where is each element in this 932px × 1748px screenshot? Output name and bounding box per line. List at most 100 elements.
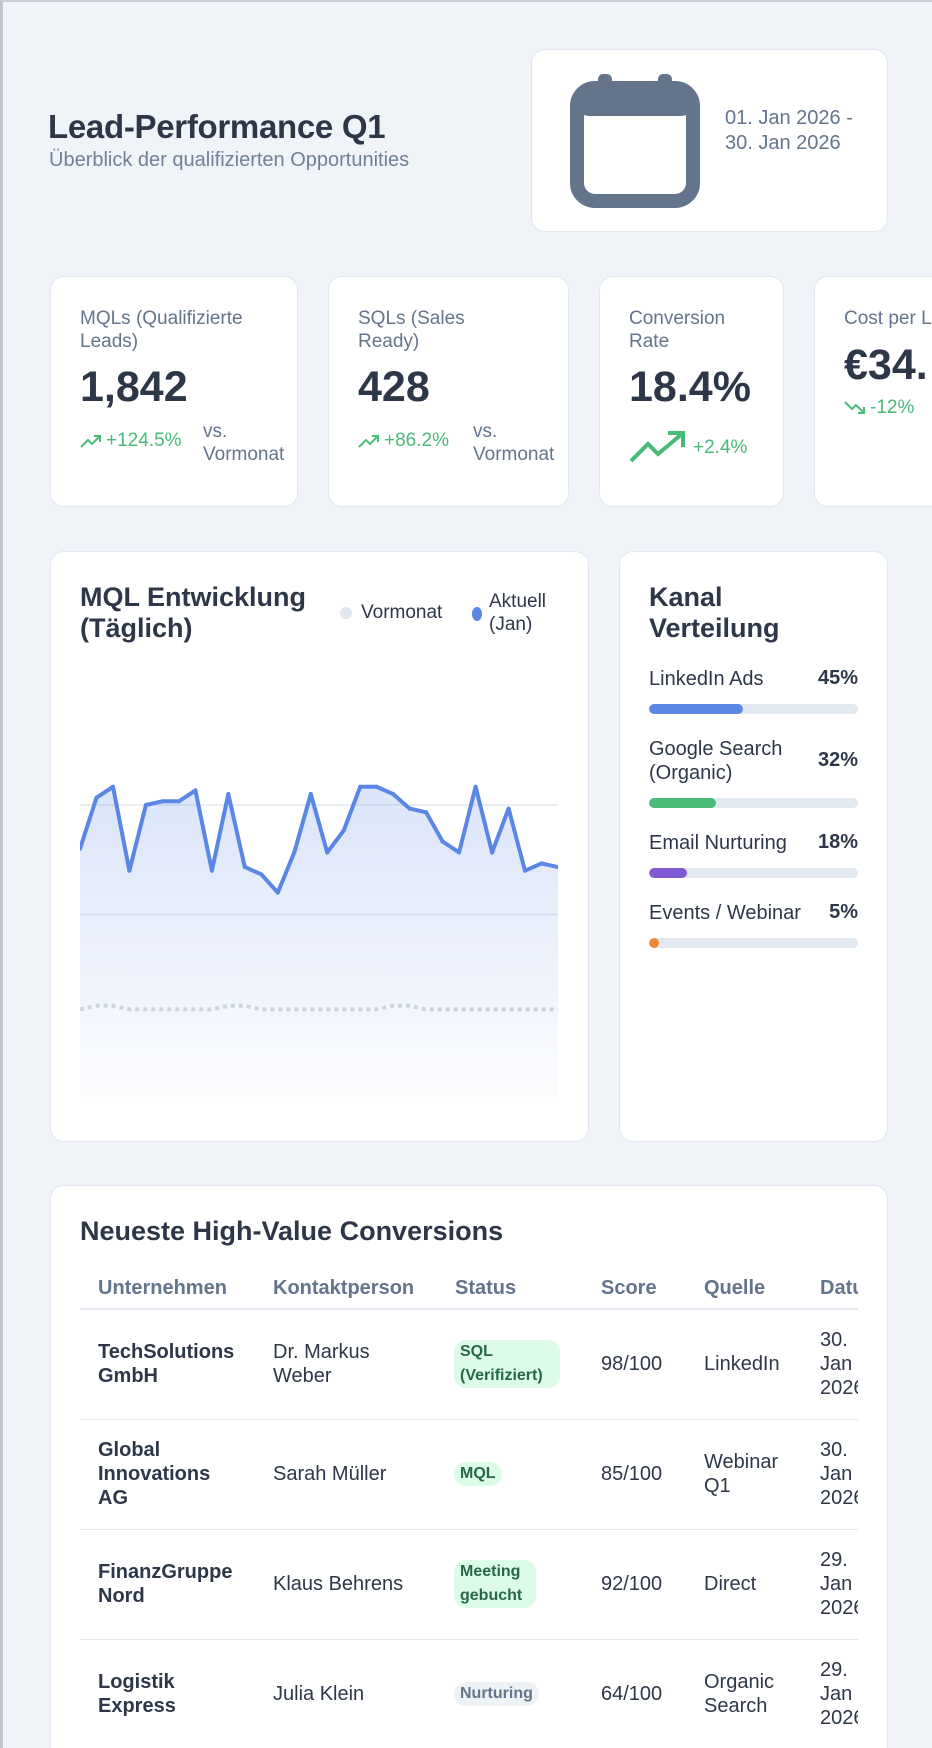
kpi-trend: -12%: [844, 397, 914, 419]
page-title: Lead-Performance Q1: [48, 108, 386, 145]
current-series-line: [80, 784, 558, 895]
trend-up-icon: [80, 435, 101, 448]
kpi-comparison: vs. Vormonat: [473, 421, 555, 465]
chart-point[interactable]: [80, 846, 82, 851]
chart-point[interactable]: [539, 861, 544, 866]
chart-point[interactable]: [556, 865, 558, 870]
chart-point[interactable]: [209, 868, 214, 873]
status-badge: SQL (Verifiziert): [454, 1340, 560, 1388]
chart-point[interactable]: [176, 799, 181, 804]
chart-point[interactable]: [440, 839, 445, 844]
channel-label-linkedin: LinkedIn Ads: [649, 668, 764, 690]
cell-company: Global Innovations AG: [98, 1439, 211, 1509]
trend-up-icon: [358, 435, 379, 448]
status-badge: Meeting gebucht: [454, 1560, 536, 1608]
chart-point[interactable]: [110, 784, 115, 789]
kpi-trend-value: +86.2%: [384, 430, 449, 451]
channel-pct-google: 32%: [817, 749, 858, 771]
column-header-source[interactable]: Quelle: [704, 1277, 766, 1299]
kpi-trend-value: +124.5%: [106, 430, 182, 451]
status-badge: MQL: [454, 1462, 502, 1486]
conversions-table: Unternehmen Kontaktperson Status Score Q…: [51, 1186, 858, 1748]
column-header-score[interactable]: Score: [601, 1277, 657, 1299]
channel-label-google: Google Search (Organic): [649, 738, 783, 784]
chart-point[interactable]: [160, 799, 165, 804]
cell-company: TechSolutions GmbH: [98, 1341, 235, 1387]
legend-current[interactable]: Aktuell (Jan): [489, 591, 547, 635]
cell-date: 30. Jan 2026: [820, 1329, 858, 1399]
chart-point[interactable]: [143, 803, 148, 807]
channel-bar-fill: [649, 938, 660, 948]
kpi-card-conversion: Conversion Rate 18.4% +2.4%: [599, 276, 784, 507]
column-header-contact[interactable]: Kontaktperson: [273, 1277, 415, 1299]
chart-point[interactable]: [523, 868, 528, 873]
kpi-card-sqls: SQLs (Sales Ready) 428 +86.2% vs. Vormon…: [328, 276, 569, 507]
channel-bar-linkedin: [649, 704, 858, 714]
channel-label-events: Events / Webinar: [649, 902, 801, 924]
cell-source: Webinar Q1: [704, 1451, 779, 1497]
cell-date: 29. Jan 2026: [820, 1549, 858, 1619]
chart-point[interactable]: [473, 784, 478, 789]
chart-point[interactable]: [226, 792, 231, 797]
chart-point[interactable]: [325, 850, 330, 855]
chart-point[interactable]: [127, 868, 132, 873]
chart-point[interactable]: [275, 890, 280, 895]
chart-point[interactable]: [457, 850, 462, 855]
cell-date: 30. Jan 2026: [820, 1439, 858, 1509]
chart-point[interactable]: [193, 788, 198, 793]
kpi-comparison: vs. Vormonat: [203, 421, 285, 465]
kpi-value: 428: [358, 363, 430, 411]
page-subtitle: Überblick der qualifizierten Opportuniti…: [49, 149, 410, 171]
date-range-label: 01. Jan 2026 - 30. Jan 2026: [725, 107, 853, 154]
cell-score: 98/100: [601, 1353, 663, 1375]
cell-company: FinanzGruppe Nord: [98, 1561, 233, 1607]
cell-score: 64/100: [601, 1683, 663, 1705]
chart-point[interactable]: [506, 806, 511, 811]
channel-pct-email: 18%: [817, 831, 858, 853]
chart-point[interactable]: [407, 806, 412, 811]
chart-point[interactable]: [490, 850, 495, 855]
kpi-card-mqls: MQLs (Qualifizierte Leads) 1,842 +124.5%…: [50, 276, 298, 507]
kpi-label: Cost per Lead: [844, 308, 932, 329]
date-range-picker[interactable]: 01. Jan 2026 - 30. Jan 2026: [531, 49, 888, 232]
cell-source: Organic Search: [704, 1671, 775, 1717]
kpi-value: €34.: [844, 341, 928, 389]
cell-contact: Dr. Markus Weber: [273, 1341, 370, 1387]
chart-point[interactable]: [308, 792, 313, 797]
current-series-area: [80, 786, 558, 1097]
column-header-status[interactable]: Status: [455, 1277, 517, 1299]
kpi-trend-value: -12%: [870, 397, 915, 418]
legend-prev[interactable]: Vormonat: [361, 602, 443, 623]
chart-point[interactable]: [292, 850, 297, 855]
chart-point[interactable]: [391, 792, 396, 797]
table-header-divider: [80, 1308, 858, 1310]
channel-bar-events: [649, 938, 858, 948]
channel-label-email: Email Nurturing: [649, 832, 787, 854]
row-divider: [80, 1529, 858, 1530]
chart-point[interactable]: [242, 865, 247, 870]
column-header-company[interactable]: Unternehmen: [98, 1277, 227, 1299]
mql-chart-card: MQL Entwicklung (Täglich) Vormonat Aktue…: [50, 551, 589, 1142]
chart-point[interactable]: [358, 784, 363, 789]
column-header-date[interactable]: Datum: [820, 1277, 858, 1299]
chart-point[interactable]: [341, 828, 346, 833]
table-title: Neueste High-Value Conversions: [80, 1216, 504, 1246]
conversions-table-card: Neueste High-Value Conversions Unternehm…: [50, 1185, 888, 1748]
cell-source: LinkedIn: [704, 1353, 780, 1375]
channel-bar-fill: [649, 868, 687, 878]
channel-bar-google: [649, 798, 858, 808]
channel-pct-linkedin: 45%: [817, 667, 858, 689]
kpi-trend: +86.2%: [358, 430, 449, 452]
chart-point[interactable]: [424, 810, 429, 815]
calendar-icon: [570, 74, 700, 208]
chart-point[interactable]: [259, 872, 264, 877]
kpi-trend-value: +2.4%: [693, 437, 748, 458]
chart-point[interactable]: [94, 795, 99, 800]
channel-title: Kanal Verteilung: [649, 582, 780, 643]
legend-dot-current: [472, 607, 482, 621]
kpi-label: MQLs (Qualifizierte Leads): [80, 308, 243, 352]
cell-contact: Sarah Müller: [273, 1463, 387, 1485]
cell-company: Logistik Express: [98, 1671, 176, 1717]
chart-point[interactable]: [374, 784, 379, 789]
